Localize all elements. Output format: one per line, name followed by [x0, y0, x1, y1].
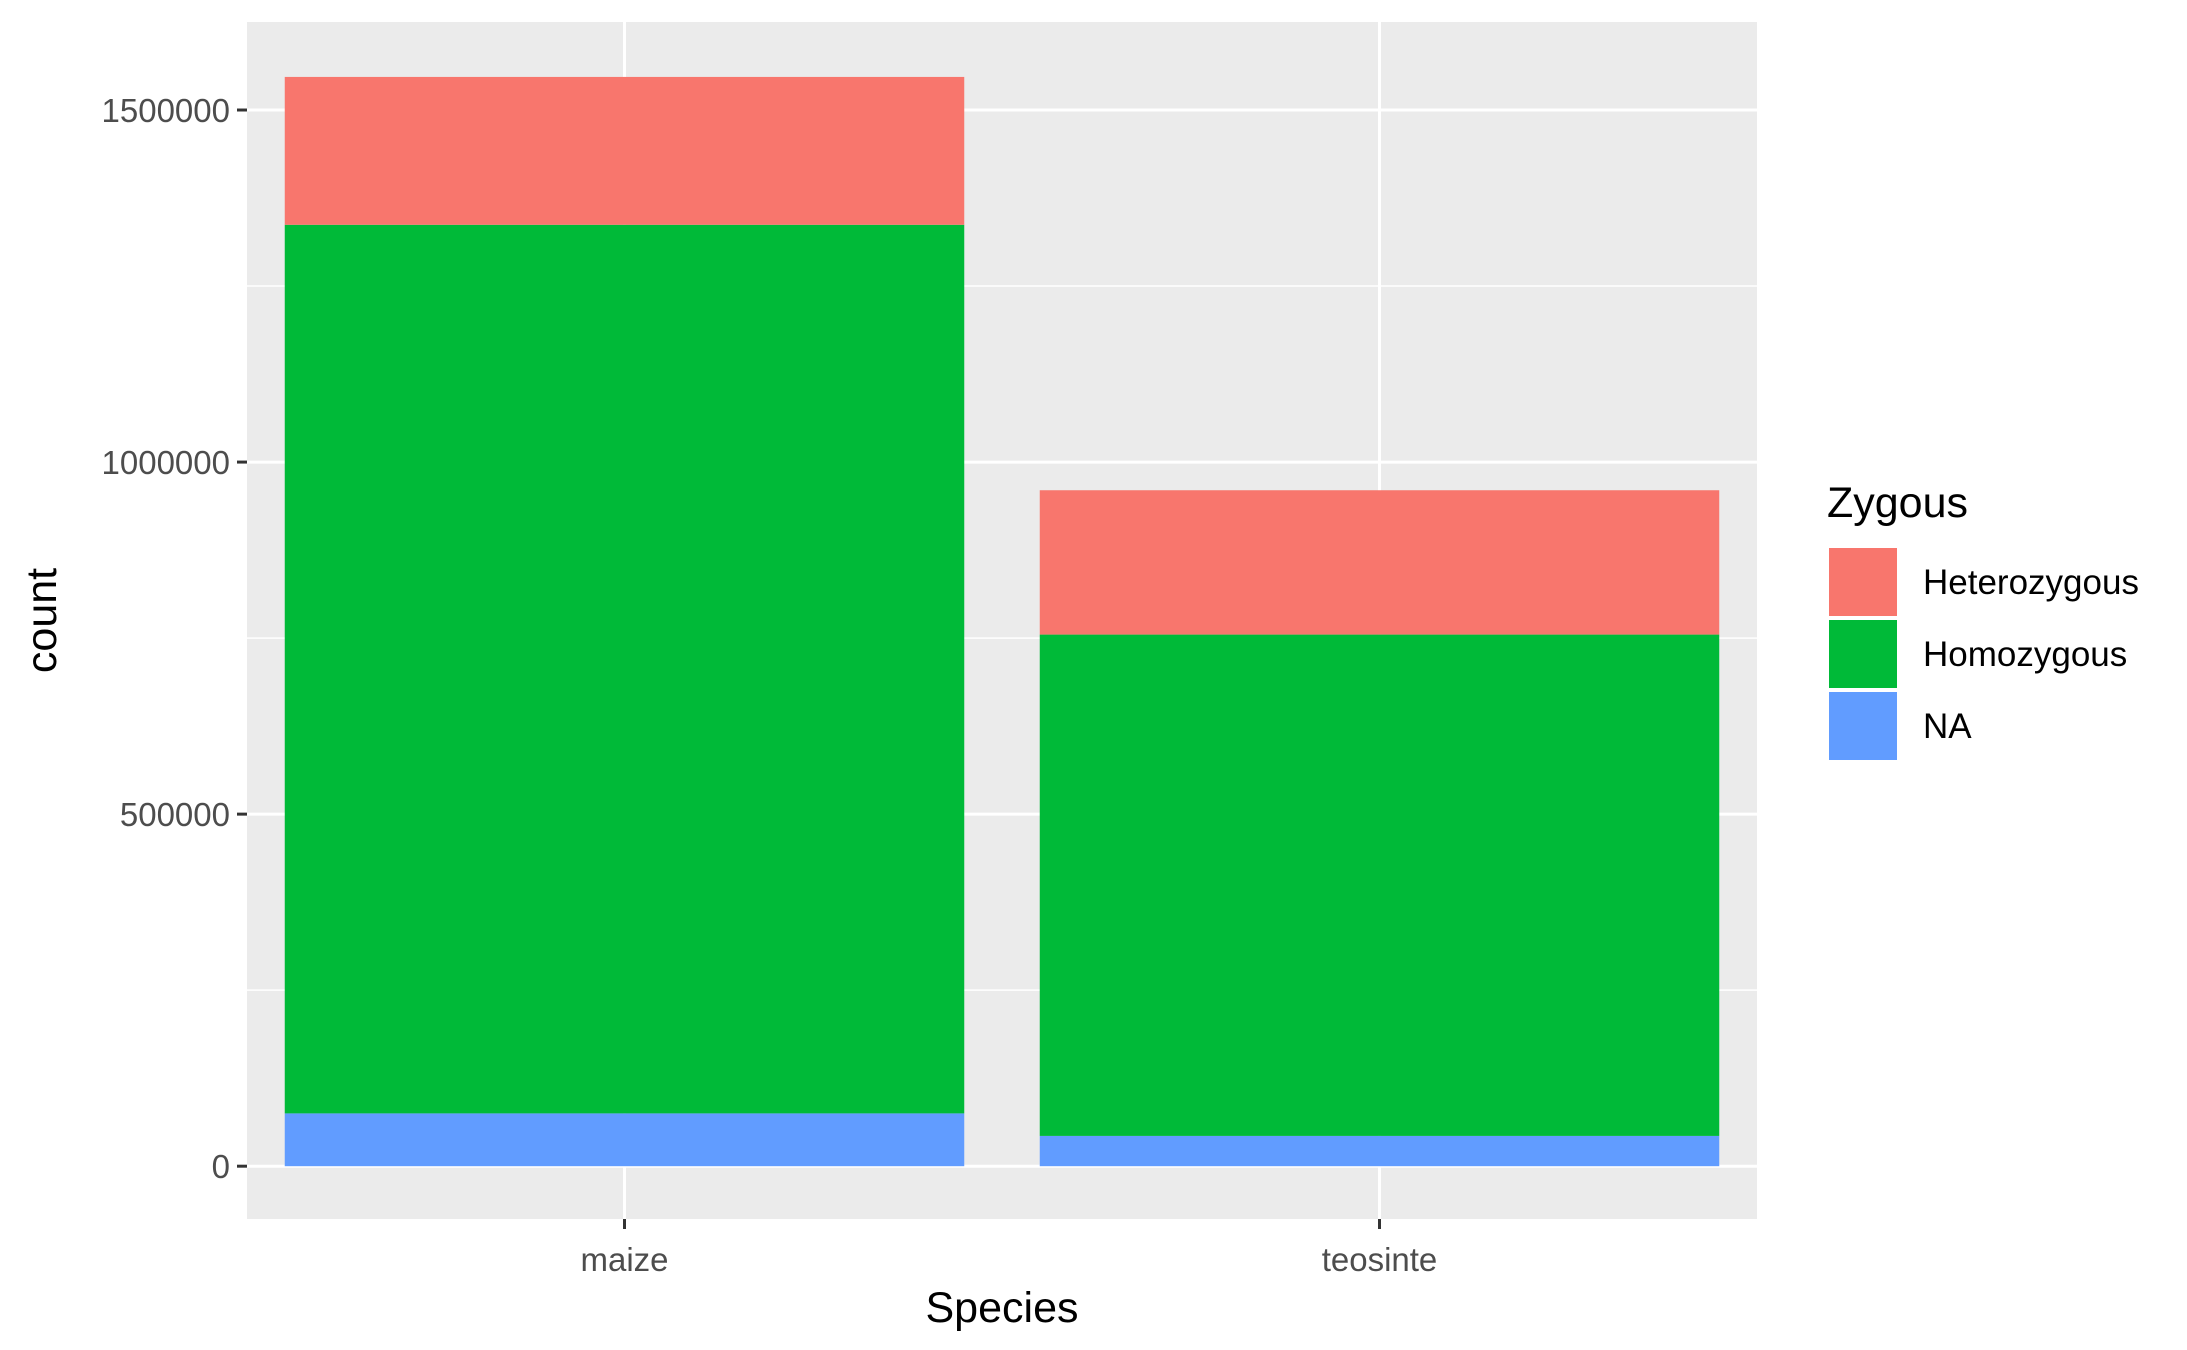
legend-key-homozygous: [1829, 620, 1897, 688]
bar-maize-heterozygous: [284, 76, 965, 225]
bar-teosinte-heterozygous: [1039, 490, 1720, 635]
bar-teosinte-homozygous: [1039, 634, 1720, 1136]
y-axis: 0 500000 1000000 1500000: [102, 92, 247, 1185]
bars: [284, 76, 1720, 1167]
y-tick-label: 0: [212, 1148, 230, 1185]
legend-key-na: [1829, 692, 1897, 760]
y-tick-label: 500000: [120, 796, 230, 833]
legend-title: Zygous: [1827, 479, 1968, 527]
legend-label: Heterozygous: [1923, 563, 2139, 602]
legend: Zygous Heterozygous Homozygous NA: [1827, 479, 2139, 760]
x-tick-label: maize: [580, 1241, 668, 1278]
legend-key-heterozygous: [1829, 548, 1897, 616]
x-tick-label: teosinte: [1322, 1241, 1438, 1278]
bar-maize-homozygous: [284, 224, 965, 1114]
y-axis-title: count: [18, 568, 66, 673]
bar-maize-na: [284, 1113, 965, 1167]
legend-label: NA: [1923, 707, 1972, 746]
bar-teosinte-na: [1039, 1135, 1720, 1167]
x-axis: maize teosinte: [580, 1219, 1437, 1278]
y-tick-label: 1000000: [102, 444, 230, 481]
x-axis-title: Species: [926, 1284, 1079, 1332]
legend-label: Homozygous: [1923, 635, 2127, 674]
y-tick-label: 1500000: [102, 92, 230, 129]
